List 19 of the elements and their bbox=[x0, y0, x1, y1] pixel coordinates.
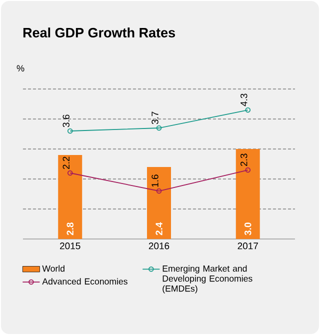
point bbox=[156, 125, 162, 131]
x-tick-label: 2016 bbox=[148, 242, 170, 250]
data-label: 2.4 bbox=[156, 222, 162, 236]
data-label: 2.2 bbox=[62, 156, 70, 169]
chart-title: Real GDP Growth Rates bbox=[23, 28, 176, 38]
legend-label: Emerging Market and Developing Economies (EMDEs) bbox=[162, 265, 252, 294]
data-label: 1.6 bbox=[152, 174, 158, 187]
y-axis-title: % bbox=[16, 65, 24, 72]
x-tick-label: 2015 bbox=[60, 242, 80, 250]
point bbox=[156, 188, 162, 194]
data-label: 3.7 bbox=[152, 112, 158, 124]
data-label: 3.0 bbox=[244, 222, 252, 236]
data-label: 4.3 bbox=[240, 94, 248, 106]
x-tick-label: 2017 bbox=[238, 242, 258, 250]
data-label: 2.8 bbox=[66, 222, 74, 236]
data-label: 2.3 bbox=[240, 154, 248, 166]
data-label: 3.6 bbox=[62, 114, 70, 128]
legend-label: Advanced Economies bbox=[42, 278, 128, 285]
legend-label: World bbox=[42, 265, 64, 272]
